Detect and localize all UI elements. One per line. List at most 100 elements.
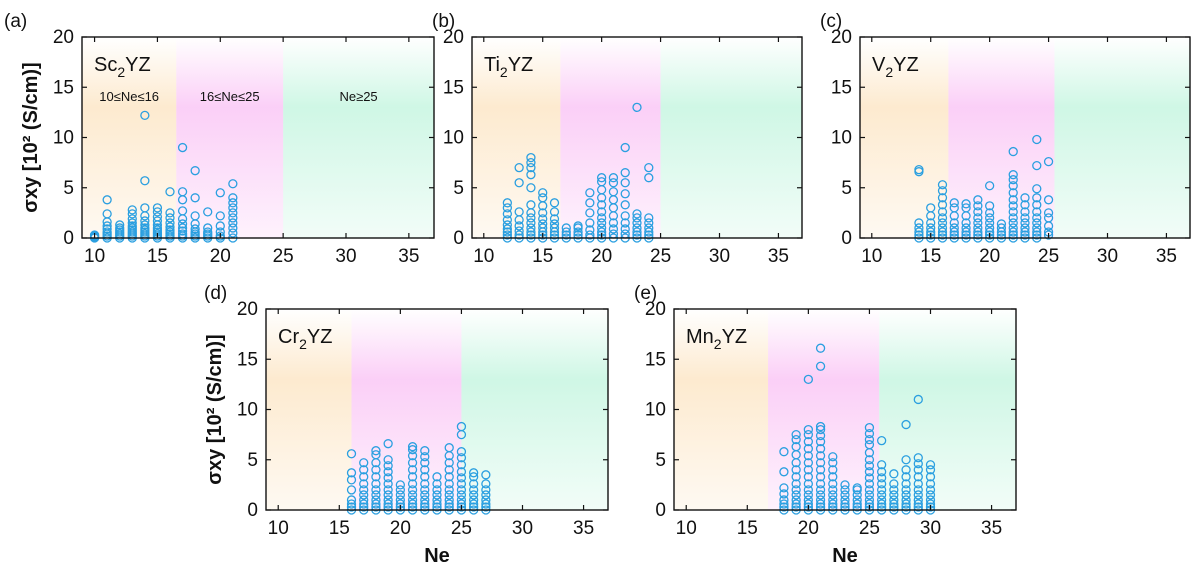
data-point (346, 499, 357, 509)
data-point (152, 203, 163, 213)
data-point (165, 225, 175, 235)
x-tick-label: 20 (979, 246, 1000, 267)
data-point (644, 218, 654, 228)
data-point (864, 428, 875, 439)
data-point (840, 495, 850, 505)
data-point (561, 227, 571, 237)
data-point (937, 230, 948, 240)
data-point (889, 495, 899, 505)
data-point (514, 207, 524, 217)
region-3 (283, 37, 434, 238)
data-point (177, 226, 188, 236)
y-tick-label: 10 (645, 400, 666, 421)
data-point (840, 490, 850, 500)
data-point (815, 479, 826, 489)
data-point (444, 472, 454, 482)
data-point (177, 223, 188, 233)
x-tick-label: 15 (329, 518, 350, 539)
y-tick-label: 0 (655, 500, 666, 521)
data-point (228, 223, 238, 233)
x-axis-title: Ne (832, 545, 858, 567)
data-point (876, 502, 887, 512)
data-point (608, 178, 619, 188)
data-point (925, 465, 936, 475)
panel-label: (d) (204, 283, 227, 304)
data-point (526, 230, 536, 240)
data-point (177, 219, 188, 229)
data-point (383, 479, 393, 489)
data-point (468, 490, 479, 500)
x-tick-label: 20 (591, 246, 612, 267)
data-point (420, 499, 430, 509)
data-point (973, 213, 983, 223)
data-point (115, 220, 125, 230)
data-point (791, 502, 801, 512)
data-point (456, 421, 467, 432)
compound-subscript: 2 (500, 64, 508, 80)
y-tick-label: 20 (53, 27, 74, 48)
data-point (864, 434, 875, 445)
data-point (803, 458, 814, 468)
data-point (937, 223, 948, 233)
data-point (165, 222, 175, 232)
data-point (481, 485, 491, 495)
data-point (644, 162, 654, 173)
y-axis-title: σxy [10² (S/cm)] (20, 62, 42, 212)
data-point (432, 495, 442, 505)
data-point (864, 502, 875, 512)
data-point (152, 223, 163, 233)
data-point (949, 203, 959, 213)
data-point (407, 472, 418, 482)
data-point (203, 223, 213, 233)
data-point (620, 200, 630, 210)
data-point (538, 223, 548, 233)
data-point (864, 485, 875, 495)
data-point (102, 221, 112, 231)
data-point (913, 472, 923, 482)
data-point (177, 187, 188, 197)
data-point (177, 206, 188, 216)
data-point (937, 218, 948, 228)
data-point (1008, 218, 1018, 228)
data-point (803, 495, 814, 505)
x-tick-label: 30 (709, 246, 730, 267)
data-point (889, 499, 899, 509)
data-point (791, 442, 801, 452)
data-point (140, 203, 150, 213)
data-point (815, 361, 826, 371)
data-point (876, 479, 887, 489)
data-point (937, 193, 948, 203)
data-point (815, 499, 826, 509)
data-point (1032, 134, 1042, 145)
data-point (526, 213, 536, 223)
data-point (828, 502, 838, 512)
data-point (925, 502, 936, 512)
data-point (889, 479, 899, 489)
data-point (383, 473, 393, 483)
data-point (1043, 195, 1054, 205)
data-point (514, 162, 524, 173)
data-point (371, 485, 381, 495)
data-point (876, 495, 887, 505)
data-point (644, 223, 654, 233)
data-point (102, 227, 112, 237)
data-point (889, 490, 899, 500)
data-point (608, 173, 619, 183)
data-point (215, 211, 225, 221)
data-point (585, 198, 595, 208)
data-point (815, 437, 826, 447)
region-3 (879, 309, 1016, 510)
data-point (215, 231, 225, 241)
data-point (468, 499, 479, 509)
data-point (190, 193, 200, 203)
data-point (1032, 207, 1042, 217)
compound-subscript: 2 (299, 336, 307, 352)
data-point (444, 485, 454, 495)
data-point (791, 499, 801, 509)
data-point (864, 461, 875, 471)
x-tick-label: 25 (451, 518, 472, 539)
data-point (901, 502, 911, 512)
data-point (395, 490, 406, 500)
y-tick-label: 20 (443, 27, 464, 48)
data-point (961, 203, 971, 213)
